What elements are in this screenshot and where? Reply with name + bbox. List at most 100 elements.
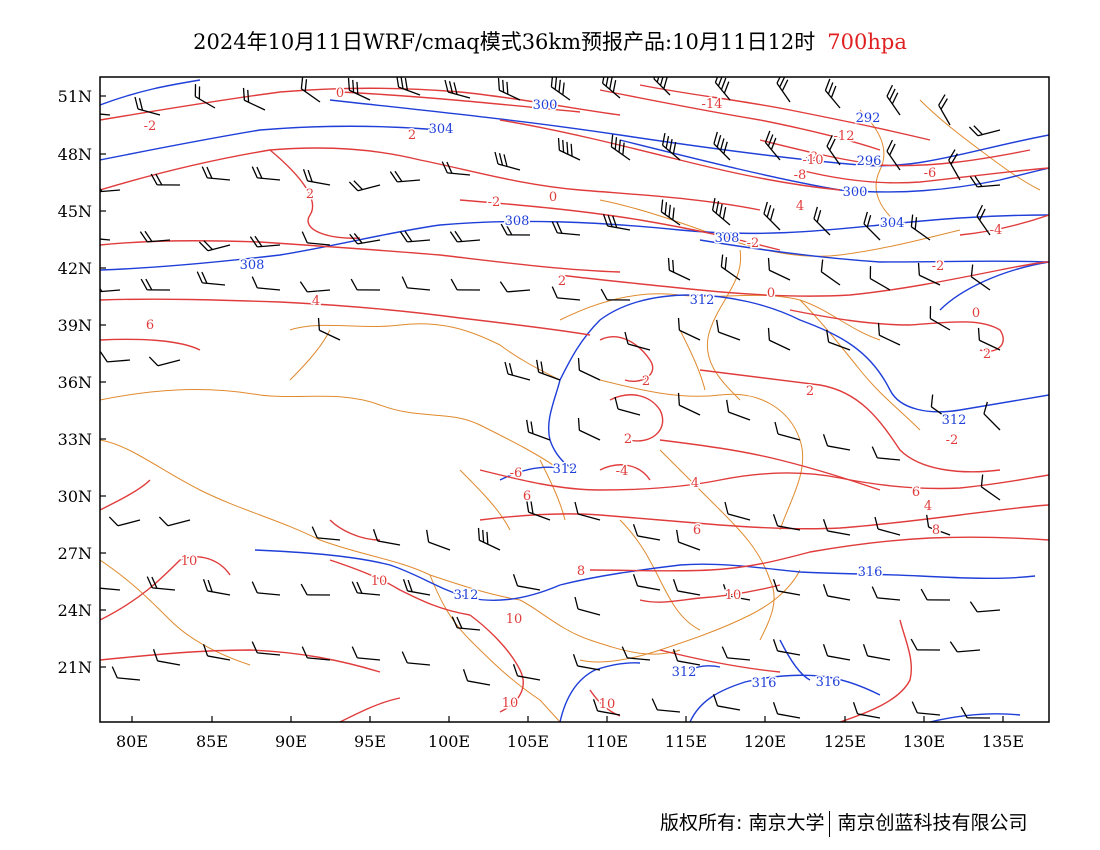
wind-barb [526,499,551,521]
wind-barb [300,583,331,596]
temperature-contour-line [559,261,1049,297]
footer-divider [829,810,831,837]
border-line [679,329,706,391]
temperature-label: 4 [312,294,320,309]
temperature-contours [100,84,1049,722]
wind-barb [917,262,941,286]
wind-barb [444,79,471,99]
wind-barb [100,180,121,193]
temperature-label: 8 [577,564,585,579]
height-label: 308 [715,231,740,246]
border-line [599,199,961,257]
wind-barb [968,125,1001,137]
border-line [289,329,331,381]
temperature-label: -2 [144,119,157,134]
temperature-label: 0 [336,86,344,101]
temperature-contour-line [599,89,881,151]
wind-barb [920,588,951,601]
temperature-contour-line [499,119,841,191]
border-line [599,379,804,531]
temperature-contour-line [100,240,621,273]
height-label: 300 [533,98,558,113]
height-label: 312 [942,413,967,428]
pressure-level-label: 700hpa [827,30,907,54]
wind-barb [660,199,681,226]
border-line [100,389,561,471]
temperature-label: 6 [693,523,701,538]
wind-barb [980,474,1001,501]
height-label: 292 [856,111,881,126]
border-line [799,299,921,431]
wind-barb [826,134,841,166]
lat-tick-label: 21N [58,658,92,677]
height-label: 300 [843,185,868,200]
wind-barb [720,254,741,281]
lat-tick-label: 42N [58,259,92,278]
temperature-contour-line [609,394,664,442]
wind-barb [512,574,541,591]
temperature-label: -2 [747,236,760,251]
map-frame [99,76,1050,723]
wind-barb [389,170,421,183]
height-contour-line [100,214,1049,271]
height-contour-line [779,639,811,681]
temperature-contour-line [699,369,1001,473]
wind-barb [111,666,141,681]
temperature-contour-line [469,614,524,713]
height-contour-line [499,466,561,481]
temperature-label: 2 [806,384,814,399]
latitude-axis: 51N 48N 45N 42N 39N 36N 33N 30N 27N 24N 21N [58,87,106,677]
border-line [579,569,801,663]
wind-barb [574,596,601,616]
longitude-axis: 80E 85E 90E 95E 100E 105E 110E 115E 120E 125E 130E… [116,716,1024,751]
temperature-contour-line [639,84,931,141]
wind-barb [100,280,121,293]
temperature-contour-line [479,504,1049,530]
wind-barb [824,78,841,109]
lat-tick-label: 33N [58,430,92,449]
wind-barb [969,175,1001,188]
height-label: 312 [553,462,578,477]
temperature-label: 10 [725,588,742,603]
temperature-contour-line [459,199,781,251]
height-contour-labels: 300 304 292 296 300 308 308 304 308 312 312 312 316 3… [238,97,968,693]
wind-barb [820,259,841,286]
wind-barb [910,638,941,651]
temperature-label: -12 [834,129,855,144]
wind-barb [577,357,601,381]
wind-barb [402,579,431,596]
wind-barb [822,644,851,661]
height-contour-line [100,79,201,106]
wind-barb [822,519,851,536]
wind-barb [494,151,521,171]
temperature-label: 10 [181,554,198,569]
wind-barb [550,77,571,101]
temperature-contour-line [269,149,361,239]
wind-barb [677,392,701,416]
wind-barb [158,516,191,527]
company-text: 南京创蓝科技有限公司 [837,812,1028,834]
height-label: 304 [880,216,905,231]
wind-barb [512,664,541,681]
lon-tick-label: 100E [428,732,470,751]
wind-barb [451,616,481,631]
temperature-label: -2 [806,150,819,165]
lat-tick-label: 30N [58,487,92,506]
temperature-label: -14 [702,97,723,112]
height-contour-line [689,674,881,722]
wind-barb [140,278,171,291]
wind-barb [716,319,741,341]
wind-barb [960,706,991,719]
wind-barb [401,276,431,291]
wind-barb [526,419,551,441]
temperature-label: 6 [523,489,531,504]
wind-barb [251,276,281,291]
wind-barb [536,359,561,381]
temperature-label: 0 [767,286,775,301]
lon-tick-label: 90E [275,732,307,751]
wind-barb [672,649,701,666]
wind-barb [930,394,951,421]
wind-barb [302,169,331,186]
temperature-label: 2 [558,274,566,289]
